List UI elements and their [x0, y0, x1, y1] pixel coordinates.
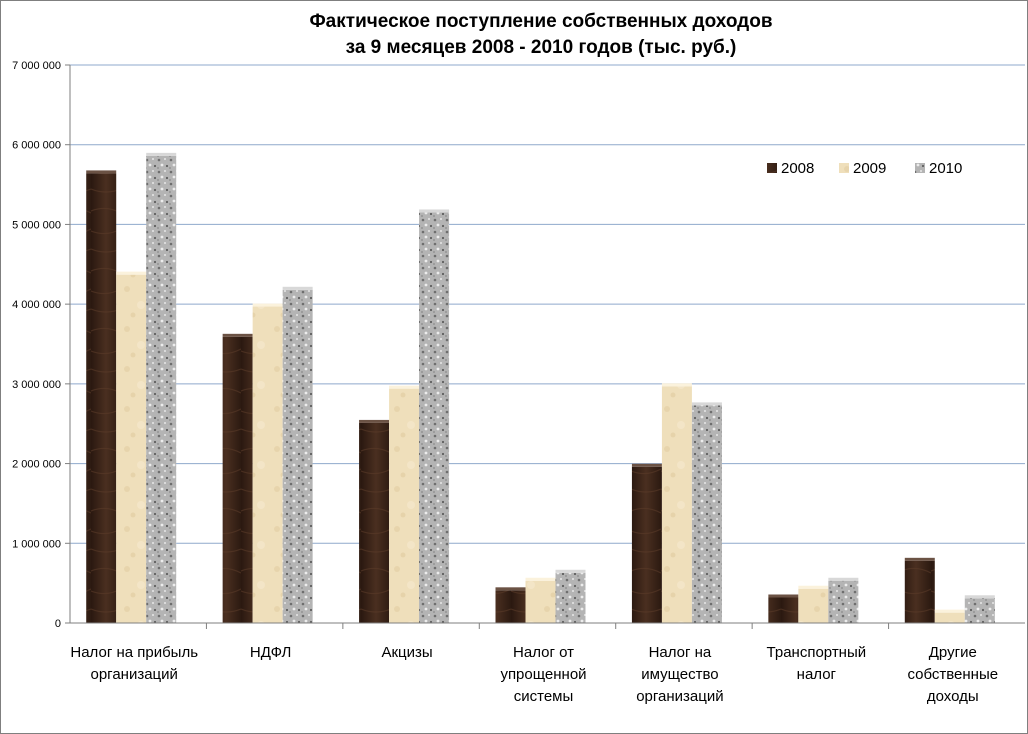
x-tick-label: Другие [929, 644, 977, 661]
bar-2008 [495, 590, 526, 623]
chart-title-line-2: за 9 месяцев 2008 - 2010 годов (тыс. руб… [346, 37, 737, 58]
bar-2009 [525, 580, 556, 623]
bar-2009 [116, 274, 147, 623]
y-tick-label: 1 000 000 [12, 538, 61, 550]
x-tick-label: Транспортный [767, 644, 867, 661]
x-tick-label: Налог на [649, 644, 712, 661]
gridlines [70, 64, 1025, 544]
x-tick-label: доходы [927, 688, 979, 705]
bar-top-2009 [116, 271, 147, 275]
bar-2008 [768, 597, 799, 623]
bars [86, 152, 995, 629]
legend-swatch-2008 [767, 163, 777, 173]
y-tick-label: 0 [55, 618, 61, 630]
bar-top-2010 [964, 595, 995, 599]
y-tick-label: 4 000 000 [12, 299, 61, 311]
bar-2010 [419, 212, 450, 623]
y-tick-label: 6 000 000 [12, 140, 61, 152]
bar-top-2009 [252, 303, 283, 307]
bar-2009 [661, 386, 692, 623]
bar-2010 [555, 572, 586, 623]
x-tick-label: системы [514, 688, 574, 705]
bar-top-2009 [798, 585, 829, 589]
axes [69, 65, 1025, 624]
y-tick-label: 5 000 000 [12, 219, 61, 231]
bar-2008 [86, 173, 117, 623]
bar-top-2008 [631, 463, 662, 467]
legend: 2008 2009 2010 [767, 160, 962, 177]
bar-top-2009 [934, 609, 965, 613]
bar-top-2009 [525, 577, 556, 581]
bar-2009 [252, 306, 283, 623]
y-axis-ticks: 0 1 000 000 2 000 000 3 000 000 4 000 000 5 0… [12, 60, 70, 630]
bar-top-2008 [222, 333, 253, 337]
x-tick-label: собственные [907, 666, 998, 683]
bar-top-2010 [691, 402, 722, 406]
x-tick-label: организаций [91, 666, 178, 683]
bar-top-2008 [359, 419, 390, 423]
x-tick-label: Акцизы [381, 644, 432, 661]
bar-2009 [798, 588, 829, 623]
y-tick-label: 7 000 000 [12, 60, 61, 72]
x-tick-label: Налог от [513, 644, 574, 661]
bar-top-2010 [146, 152, 177, 156]
x-tick-label: упрощенной [500, 666, 586, 683]
legend-swatch-2010 [915, 163, 925, 173]
x-axis-labels: Налог на прибыль организаций НДФЛ Акцизы Нал… [70, 644, 998, 705]
bar-2010 [691, 405, 722, 623]
bar-2008 [631, 466, 662, 623]
bar-2008 [359, 422, 390, 623]
bar-2010 [828, 580, 859, 623]
x-tick-label: имущество [641, 666, 718, 683]
bar-top-2010 [555, 569, 586, 573]
bar-top-2010 [419, 209, 450, 213]
y-tick-label: 3 000 000 [12, 379, 61, 391]
bar-top-2008 [495, 587, 526, 591]
bar-2010 [282, 289, 313, 623]
chart-title: Фактическое поступление собственных дохо… [309, 11, 772, 58]
bar-2009 [934, 612, 965, 623]
bar-2008 [904, 560, 935, 623]
y-tick-label: 2 000 000 [12, 459, 61, 471]
legend-entry-2009: 2009 [853, 160, 886, 177]
x-tick-label: Налог на прибыль [70, 644, 198, 661]
bar-top-2008 [904, 557, 935, 561]
bar-top-2009 [389, 385, 420, 389]
bar-top-2008 [86, 170, 117, 174]
bar-top-2010 [282, 286, 313, 290]
bar-top-2008 [768, 594, 799, 598]
x-tick-label: НДФЛ [250, 644, 291, 661]
x-tick-label: организаций [636, 688, 723, 705]
bar-2010 [964, 598, 995, 623]
legend-swatch-2009 [839, 163, 849, 173]
legend-entry-2010: 2010 [929, 160, 962, 177]
bar-top-2010 [828, 577, 859, 581]
bar-2009 [389, 388, 420, 623]
chart-title-line-1: Фактическое поступление собственных дохо… [309, 11, 772, 32]
bar-2008 [222, 336, 253, 623]
bar-top-2009 [661, 383, 692, 387]
x-tick-label: налог [797, 666, 837, 683]
bar-2010 [146, 155, 177, 624]
legend-entry-2008: 2008 [781, 160, 814, 177]
